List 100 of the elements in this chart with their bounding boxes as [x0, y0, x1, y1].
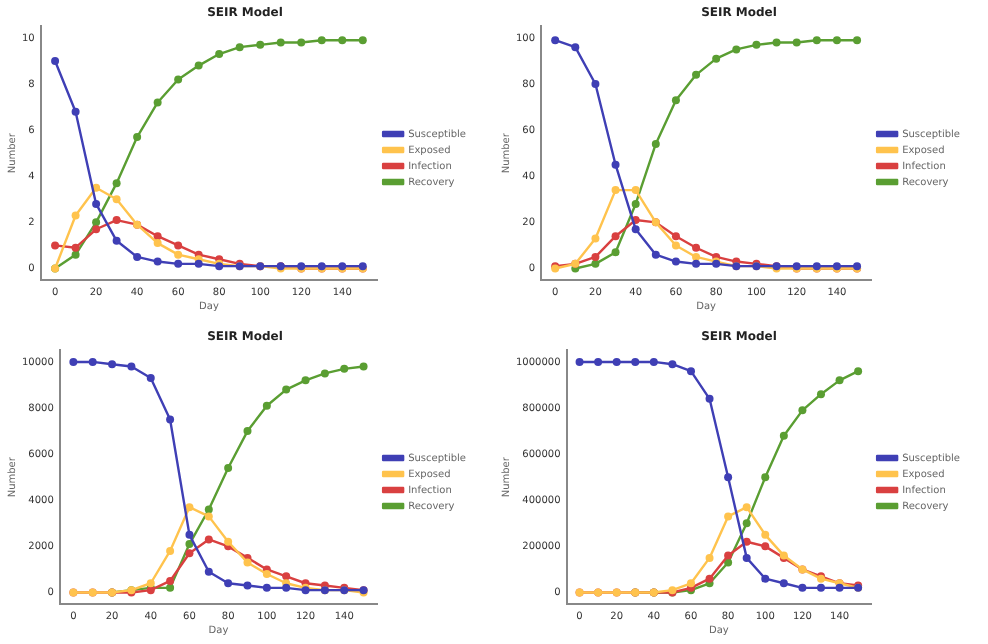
point [51, 56, 60, 65]
point [631, 199, 640, 208]
point [854, 367, 863, 376]
point [761, 542, 770, 551]
point [761, 574, 770, 583]
point [692, 259, 701, 268]
point [779, 431, 788, 440]
point [174, 250, 183, 259]
point [166, 583, 175, 592]
point [591, 234, 600, 243]
point [692, 252, 701, 261]
point [133, 133, 142, 142]
point [705, 394, 714, 403]
point [92, 225, 101, 234]
point [798, 583, 807, 592]
point [112, 216, 121, 225]
point [591, 80, 600, 89]
point [243, 581, 252, 590]
point [88, 357, 97, 366]
point [835, 376, 844, 385]
point [338, 36, 347, 45]
point [779, 579, 788, 588]
point [166, 546, 175, 555]
point [724, 473, 733, 482]
point [215, 50, 224, 59]
point [71, 211, 80, 220]
point [631, 186, 640, 195]
point [816, 583, 825, 592]
point [153, 98, 162, 107]
point [153, 257, 162, 266]
point [243, 558, 252, 567]
point [692, 70, 701, 79]
point [611, 186, 620, 195]
point [742, 553, 751, 562]
point [112, 179, 121, 188]
point [204, 505, 213, 514]
point [611, 160, 620, 169]
point [127, 362, 136, 371]
point [651, 250, 660, 259]
point [320, 369, 329, 378]
point [798, 406, 807, 415]
point [133, 252, 142, 261]
point [671, 257, 680, 266]
point [317, 36, 326, 45]
point [224, 463, 233, 472]
point [204, 535, 213, 544]
point [204, 567, 213, 576]
point [166, 576, 175, 585]
point [340, 364, 349, 373]
point [724, 551, 733, 560]
point [671, 241, 680, 250]
point [853, 36, 862, 45]
point [92, 199, 101, 208]
point [204, 512, 213, 521]
point [792, 38, 801, 47]
point [166, 415, 175, 424]
point [651, 139, 660, 148]
point [705, 553, 714, 562]
point [262, 570, 271, 579]
point [752, 40, 761, 49]
point [276, 38, 285, 47]
point [692, 243, 701, 252]
point [724, 558, 733, 567]
point [92, 218, 101, 227]
point [71, 107, 80, 116]
point [772, 38, 781, 47]
point [742, 503, 751, 512]
point [235, 43, 244, 52]
point [224, 579, 233, 588]
point [612, 357, 621, 366]
point [185, 530, 194, 539]
point [243, 427, 252, 436]
point [146, 374, 155, 383]
point [671, 96, 680, 105]
point [575, 357, 584, 366]
point [224, 537, 233, 546]
point [185, 549, 194, 558]
point [174, 241, 183, 250]
point [551, 36, 560, 45]
point [153, 239, 162, 248]
point [631, 225, 640, 234]
point [571, 43, 580, 52]
point [71, 243, 80, 252]
point [69, 357, 78, 366]
point [256, 40, 265, 49]
point [761, 473, 770, 482]
point [705, 574, 714, 583]
point [297, 38, 306, 47]
point [591, 259, 600, 268]
point [359, 362, 368, 371]
point [591, 252, 600, 261]
point [185, 503, 194, 512]
point [51, 241, 60, 250]
point [594, 357, 603, 366]
point [358, 36, 367, 45]
point [761, 530, 770, 539]
point [649, 357, 658, 366]
point [832, 36, 841, 45]
point [174, 75, 183, 84]
point [732, 45, 741, 54]
